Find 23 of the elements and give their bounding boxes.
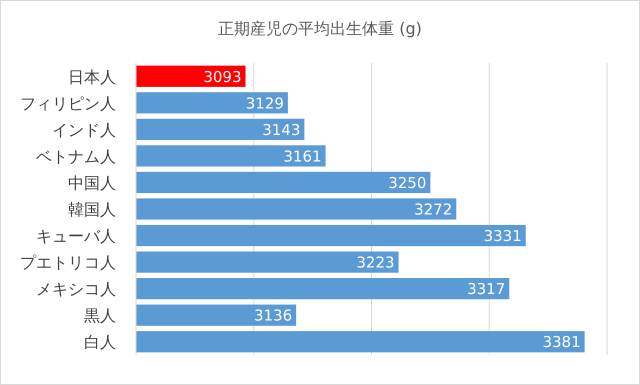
data-label: 3381 [542, 333, 581, 352]
data-label: 3331 [484, 227, 522, 246]
y-tick-label: 白人 [84, 332, 116, 352]
y-tick-label: 黒人 [84, 306, 116, 326]
data-label: 3136 [254, 306, 292, 325]
y-tick-label: ベトナム人 [36, 146, 116, 166]
y-tick-label: 中国人 [68, 173, 116, 192]
y-tick-label: フィリピン人 [20, 94, 116, 113]
data-label: 3143 [262, 120, 300, 139]
data-label: 3272 [414, 200, 452, 218]
y-tick-label: インド人 [52, 120, 116, 140]
y-tick-label: プエトリコ人 [20, 253, 116, 272]
y-tick-label: メキシコ人 [36, 280, 116, 299]
data-label: 3317 [467, 280, 506, 298]
data-label: 3223 [356, 254, 395, 272]
chart-title: 正期産児の平均出生体重 (g) [218, 19, 422, 38]
data-label: 3161 [283, 147, 322, 166]
data-label: 3093 [203, 68, 242, 86]
y-tick-label: 日本人 [68, 67, 116, 86]
y-tick-label: 韓国人 [68, 200, 116, 219]
y-tick-label: キューバ人 [36, 226, 116, 246]
data-label: 3250 [388, 174, 426, 192]
data-label: 3129 [246, 94, 284, 112]
